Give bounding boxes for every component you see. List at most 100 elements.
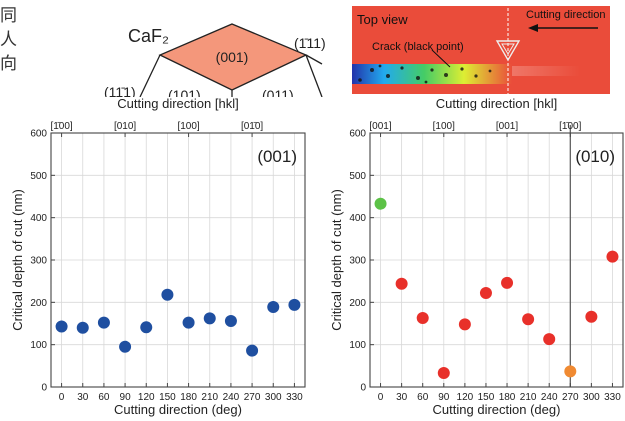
x-tick-label: 330 — [604, 392, 621, 403]
top-axis-label: Cutting direction [hkl] — [436, 96, 557, 111]
photo-direction-label: Cutting direction — [526, 9, 606, 21]
y-tick-label: 200 — [30, 298, 47, 309]
chart-panel-010: 0 30 60 90 120 150 180 210 240 270 300 330 0 100 200 30… — [329, 96, 624, 417]
data-point — [267, 300, 280, 313]
y-tick-label: 0 — [41, 383, 47, 394]
x-tick-label: 90 — [120, 392, 132, 403]
crystal-face-center: (001) — [216, 49, 249, 65]
x-tick-label: 120 — [457, 392, 474, 403]
x-tick-label: 60 — [98, 392, 110, 403]
data-point — [585, 310, 598, 323]
data-point — [161, 288, 174, 301]
top-tick-label: [001] — [369, 121, 391, 132]
top-tick-label: [100] — [177, 121, 199, 132]
x-tick-label: 150 — [159, 392, 176, 403]
side-text: 同 人 向 — [0, 4, 22, 76]
x-tick-label: 240 — [223, 392, 240, 403]
crack-black-points — [358, 64, 492, 84]
y-tick-label: 500 — [30, 171, 47, 182]
data-point — [97, 316, 110, 329]
data-point — [522, 313, 535, 326]
data-point — [55, 320, 68, 333]
x-tick-label: 300 — [265, 392, 282, 403]
crack-band — [352, 64, 512, 84]
crystal-inset: (001) (1̄11) (11̄1) (101) (011) — [104, 23, 326, 103]
photo-view-label: Top view — [357, 12, 408, 27]
chart-panel-001: 0 30 60 90 120 150 180 210 240 270 300 330 0 100 200 30… — [10, 96, 306, 417]
photo-crack-label: Crack (black point) — [372, 41, 464, 53]
x-tick-label: 150 — [478, 392, 495, 403]
side-char: 向 — [0, 54, 17, 73]
x-tick-label: 120 — [138, 392, 155, 403]
x-tick-label: 330 — [286, 392, 303, 403]
x-tick-label: 90 — [438, 392, 450, 403]
x-tick-label: 0 — [378, 392, 384, 403]
x-tick-label: 180 — [180, 392, 197, 403]
top-tick-label: [1̄00] — [50, 121, 72, 132]
y-tick-label: 400 — [349, 213, 366, 224]
crack-photo-inset: Top view Cutting direction Crack (black … — [352, 6, 610, 94]
top-tick-label: [010] — [114, 121, 136, 132]
data-point — [288, 298, 301, 311]
y-tick-label: 100 — [30, 340, 47, 351]
data-point — [479, 287, 492, 300]
crystal-material-label: CaF₂ — [128, 26, 169, 46]
x-tick-label: 270 — [562, 392, 579, 403]
panel-label: (010) — [575, 147, 615, 166]
x-tick-label: 270 — [244, 392, 261, 403]
x-tick-label: 60 — [417, 392, 429, 403]
data-point — [374, 197, 387, 210]
tool-triangle-inner — [501, 43, 515, 55]
y-tick-label: 600 — [349, 129, 366, 140]
x-tick-label: 30 — [77, 392, 89, 403]
data-point — [543, 333, 556, 346]
x-tick-label: 210 — [520, 392, 537, 403]
data-point — [224, 314, 237, 327]
data-point — [416, 311, 429, 324]
x-tick-label: 240 — [541, 392, 558, 403]
x-tick-label: 300 — [583, 392, 600, 403]
direction-arrowhead — [528, 24, 538, 32]
data-point — [437, 367, 450, 380]
tool-triangle — [495, 40, 521, 62]
crystal-face-right: (1̄11) — [294, 35, 326, 51]
data-point — [203, 312, 216, 325]
crack-pointer — [431, 49, 451, 68]
data-point — [564, 365, 577, 378]
data-point — [182, 316, 195, 329]
data-point — [395, 277, 408, 290]
crystal-face-low-left: (101) — [168, 87, 201, 103]
y-tick-label: 300 — [30, 256, 47, 267]
top-axis-label: Cutting direction [hkl] — [117, 96, 238, 111]
x-tick-label: 210 — [201, 392, 218, 403]
data-point — [501, 276, 514, 289]
top-tick-label: [100] — [433, 121, 455, 132]
data-point — [119, 340, 132, 353]
crystal-face-left: (11̄1) — [104, 84, 136, 100]
y-tick-label: 100 — [349, 340, 366, 351]
top-tick-label: [01̄0] — [241, 121, 263, 132]
y-tick-label: 0 — [360, 383, 366, 394]
top-tick-label: [1̄00] — [559, 121, 581, 132]
y-axis-label: Critical depth of cut (nm) — [10, 189, 25, 331]
top-tick-label: [001] — [496, 121, 518, 132]
y-tick-label: 500 — [349, 171, 366, 182]
x-tick-label: 0 — [59, 392, 65, 403]
x-tick-label: 30 — [396, 392, 408, 403]
side-char: 人 — [0, 30, 17, 49]
y-tick-label: 400 — [30, 213, 47, 224]
side-char: 同 — [0, 6, 17, 25]
y-axis-label: Critical depth of cut (nm) — [329, 189, 344, 331]
data-point — [140, 321, 153, 334]
panel-label: (001) — [257, 147, 297, 166]
data-point — [458, 318, 471, 331]
data-point — [606, 250, 619, 263]
data-point — [246, 344, 259, 357]
x-axis-label: Cutting direction (deg) — [433, 402, 561, 417]
crystal-face-low-right: (011) — [262, 87, 294, 103]
y-tick-label: 200 — [349, 298, 366, 309]
y-tick-label: 600 — [30, 129, 47, 140]
data-point — [76, 321, 89, 334]
